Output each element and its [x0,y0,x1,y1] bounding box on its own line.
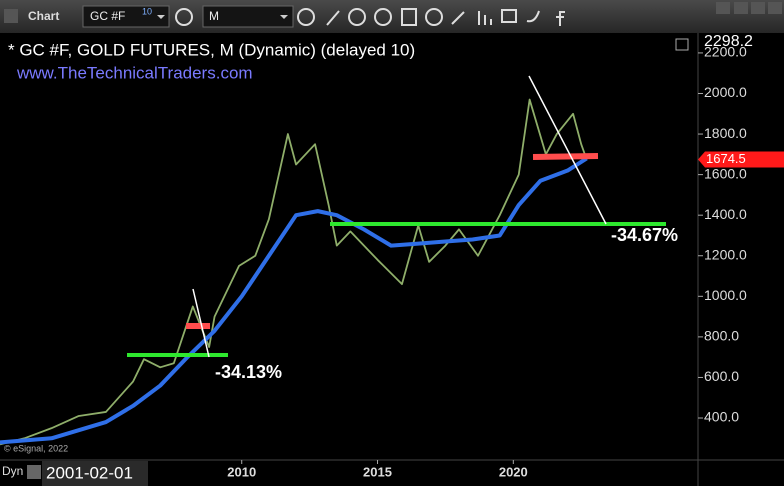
annotation: -34.67% [611,225,678,245]
settings-icon[interactable] [175,8,193,26]
series-line [0,98,588,446]
plot-area [0,33,698,460]
dropdown-arrow[interactable] [157,15,165,19]
bars-icon[interactable] [478,11,492,25]
symbol-box[interactable] [82,5,170,28]
clock-icon[interactable] [297,8,315,26]
close-button[interactable] [768,2,782,14]
chart-subtitle: www.TheTechnicalTraders.com [16,63,253,82]
annotation: -34.13% [215,362,282,382]
restore-icon[interactable] [675,38,689,51]
symbol: GC #F [90,9,125,23]
help-button[interactable] [716,2,730,14]
y-tick-label: 1400.0 [704,206,747,222]
draw-icon[interactable] [326,10,340,26]
chart-title: * GC #F, GOLD FUTURES, M (Dynamic) (dela… [8,40,415,59]
x-tick-label: 2020 [499,464,528,479]
interval: M [209,9,219,23]
y-tick-label: 600.0 [704,368,739,384]
series-line [0,156,588,445]
y-tick-label: 1600.0 [704,165,747,181]
trend-line [192,288,210,358]
x-tick-label: 2015 [363,464,392,479]
y-tick-label: 2200.0 [704,44,747,60]
interval-box[interactable] [202,5,294,28]
chart-icon [4,9,18,23]
y-tick-label: 400.0 [704,409,739,425]
last-price: 1674.5 [706,151,746,166]
x-tick-label: 2010 [227,464,256,479]
twitter-icon[interactable] [526,10,540,23]
dropdown-arrow[interactable] [280,15,288,19]
mode-label: Dyn [2,464,23,478]
copyright: © eSignal, 2022 [4,443,68,453]
facebook-icon[interactable] [556,11,565,26]
symbol-badge: 10 [142,6,152,16]
y-tick-label: 1200.0 [704,246,747,262]
minimize-button[interactable] [734,2,748,14]
eraser-icon[interactable] [451,11,465,25]
maximize-button[interactable] [751,2,765,14]
note-icon[interactable] [501,9,517,23]
last-price-tag [698,151,784,168]
curve-icon[interactable] [374,8,392,26]
window-title: Chart [28,9,59,23]
date-box [42,461,148,486]
y-tick-label: 1000.0 [704,287,747,303]
lock-icon[interactable] [27,465,41,479]
y-tick-label: 2000.0 [704,84,747,100]
wave-icon[interactable] [348,8,366,26]
trend-line [528,75,607,225]
text-icon[interactable] [401,8,417,26]
top-price: 2298.2 [704,33,753,50]
y-tick-label: 800.0 [704,328,739,344]
resistance-line [532,153,599,160]
price-layer [0,98,588,446]
alert-icon[interactable] [425,8,443,26]
start-date: 2001-02-01 [46,463,133,482]
y-tick-label: 1800.0 [704,125,747,141]
